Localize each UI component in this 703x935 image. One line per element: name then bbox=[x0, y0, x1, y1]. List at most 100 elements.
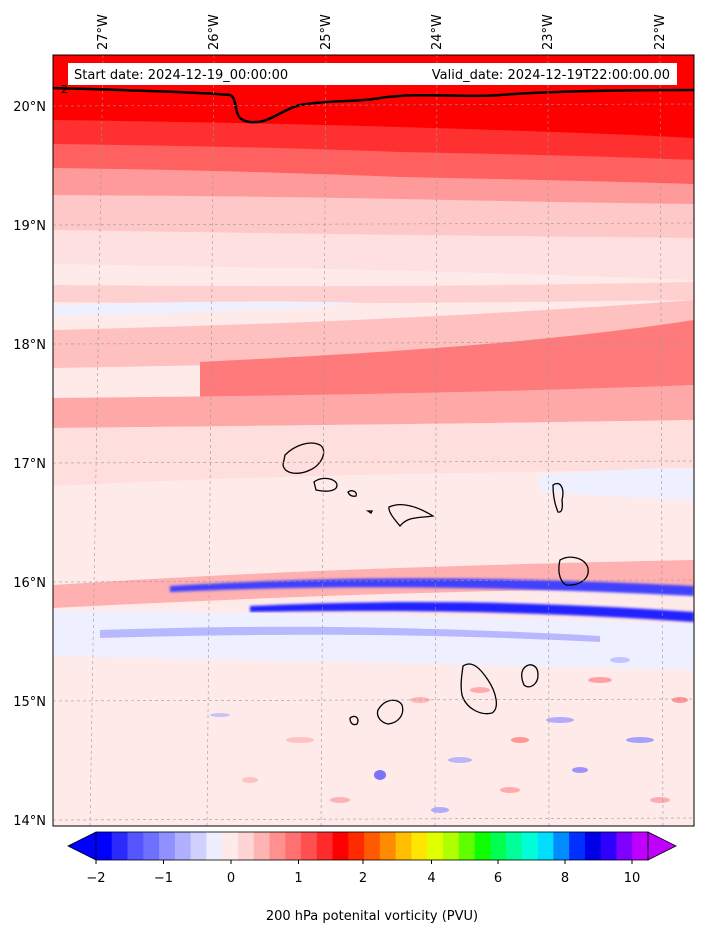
colorbar-swatch bbox=[301, 832, 318, 860]
island-santo-antao bbox=[282, 442, 325, 474]
band-red-lower bbox=[53, 120, 694, 160]
island-santiago bbox=[460, 663, 498, 715]
band-red-mid-2 bbox=[200, 320, 694, 402]
colorbar-tick-label: 1 bbox=[294, 871, 302, 886]
band-light-pink-1 bbox=[53, 195, 694, 240]
colorbar-swatch bbox=[253, 832, 270, 860]
colorbar-swatch bbox=[553, 832, 570, 860]
colorbar-swatch bbox=[569, 832, 586, 860]
band-pale-blue-1 bbox=[53, 301, 360, 316]
colorbar-tick-label: 6 bbox=[494, 871, 502, 886]
colorbar-swatch bbox=[616, 832, 633, 860]
island-sao-nicolau bbox=[388, 504, 435, 528]
colorbar-swatch bbox=[379, 832, 397, 860]
graticule bbox=[53, 55, 694, 826]
band-pink-4 bbox=[53, 385, 694, 428]
island-brava bbox=[349, 715, 359, 726]
colorbar-swatch bbox=[427, 832, 444, 860]
colorbar-swatch bbox=[285, 832, 302, 860]
info-box bbox=[68, 63, 677, 85]
colorbar-tick-label: 0 bbox=[227, 871, 235, 886]
valid-date-label: Valid_date: 2024-12-19T22:00:00.00 bbox=[432, 68, 670, 83]
island-sao-vicente bbox=[313, 477, 338, 492]
colorbar-swatch bbox=[521, 832, 538, 860]
island-sal bbox=[552, 482, 564, 513]
colorbar-swatch bbox=[458, 832, 475, 860]
island-fogo bbox=[376, 699, 404, 725]
lon-label-24w: 24°W bbox=[430, 14, 445, 50]
colorbar-swatch bbox=[316, 832, 333, 860]
colorbar-swatch bbox=[206, 832, 223, 860]
island-maio bbox=[521, 664, 539, 688]
longitude-labels: 27°W 26°W 25°W 24°W 23°W 22°W bbox=[96, 14, 668, 50]
band-pink-2 bbox=[53, 282, 694, 304]
colorbar-swatch bbox=[111, 832, 128, 860]
colorbar-ticks: −2 −1 0 1 2 4 6 8 10 bbox=[86, 860, 640, 886]
lat-label-15n: 15°N bbox=[13, 695, 46, 710]
colorbar-title: 200 hPa potenital vorticity (PVU) bbox=[266, 909, 478, 924]
colorbar-swatch bbox=[395, 832, 412, 860]
lon-label-23w: 23°W bbox=[541, 14, 556, 50]
band-pale-blue-2 bbox=[540, 468, 694, 500]
colorbar-swatch bbox=[348, 832, 365, 860]
pv-field bbox=[53, 55, 694, 826]
colorbar-swatch bbox=[442, 832, 460, 860]
colorbar-swatch bbox=[237, 832, 255, 860]
lon-label-27w: 27°W bbox=[96, 14, 111, 50]
colorbar-frame bbox=[95, 831, 649, 861]
colorbar-swatch bbox=[600, 832, 617, 860]
colorbar-swatch bbox=[96, 832, 113, 860]
island-boa-vista bbox=[558, 556, 589, 586]
colorbar-swatch bbox=[632, 832, 649, 860]
lat-label-14n: 14°N bbox=[13, 814, 46, 829]
colorbar-left-extension bbox=[67, 831, 97, 861]
lat-label-19n: 19°N bbox=[13, 219, 46, 234]
colorbar-tick-label: −2 bbox=[86, 871, 105, 886]
colorbar-tick-label: 4 bbox=[427, 871, 435, 886]
lat-label-18n: 18°N bbox=[13, 338, 46, 353]
colorbar-tick-label: −1 bbox=[154, 871, 173, 886]
colorbar-swatch bbox=[332, 832, 349, 860]
colorbar-swatch bbox=[190, 832, 207, 860]
colorbar-right-extension bbox=[647, 831, 677, 861]
colorbar-tick-label: 8 bbox=[561, 871, 569, 886]
band-light-blue-streak bbox=[100, 626, 600, 642]
lat-label-20n: 20°N bbox=[13, 100, 46, 115]
colorbar-swatch bbox=[159, 832, 176, 860]
band-pale-blue-3 bbox=[53, 610, 694, 670]
lon-label-22w: 22°W bbox=[653, 14, 668, 50]
colorbar-swatch bbox=[506, 832, 523, 860]
band-blue-streak-2 bbox=[250, 602, 694, 622]
colorbar-swatch bbox=[411, 832, 428, 860]
colorbar-swatch bbox=[474, 832, 491, 860]
colorbar-tick-label: 10 bbox=[624, 871, 641, 886]
pv-contour-line bbox=[53, 86, 694, 124]
map-frame bbox=[52, 54, 695, 827]
band-light-pink-2 bbox=[53, 420, 694, 486]
lon-label-25w: 25°W bbox=[319, 14, 334, 50]
island-coastlines bbox=[282, 442, 589, 726]
lat-label-16n: 16°N bbox=[13, 576, 46, 591]
colorbar-swatch bbox=[143, 832, 160, 860]
start-date-label: Start date: 2024-12-19_00:00:00 bbox=[74, 68, 288, 83]
colorbar-swatch bbox=[222, 832, 239, 860]
lon-label-26w: 26°W bbox=[207, 14, 222, 50]
band-very-light-1 bbox=[53, 230, 694, 280]
colorbar: −2 −1 0 1 2 4 6 8 10 200 hPa potenital vorticity… bbox=[67, 831, 677, 924]
colorbar-swatch bbox=[269, 832, 286, 860]
colorbar-tick-label: 2 bbox=[359, 871, 367, 886]
latitude-labels: 20°N 19°N 18°N 17°N 16°N 15°N 14°N bbox=[13, 100, 46, 829]
island-santa-luzia bbox=[347, 490, 358, 497]
colorbar-swatch bbox=[127, 832, 144, 860]
band-pink-1 bbox=[53, 168, 694, 205]
colorbar-swatch bbox=[364, 832, 381, 860]
lat-label-17n: 17°N bbox=[13, 457, 46, 472]
colorbar-swatch bbox=[584, 832, 602, 860]
colorbar-swatch bbox=[174, 832, 192, 860]
island-ilheu-raso bbox=[365, 510, 374, 514]
band-red-mid bbox=[53, 144, 694, 185]
colorbar-swatch bbox=[490, 832, 507, 860]
colorbar-swatches bbox=[96, 832, 649, 860]
colorbar-swatch bbox=[537, 832, 554, 860]
